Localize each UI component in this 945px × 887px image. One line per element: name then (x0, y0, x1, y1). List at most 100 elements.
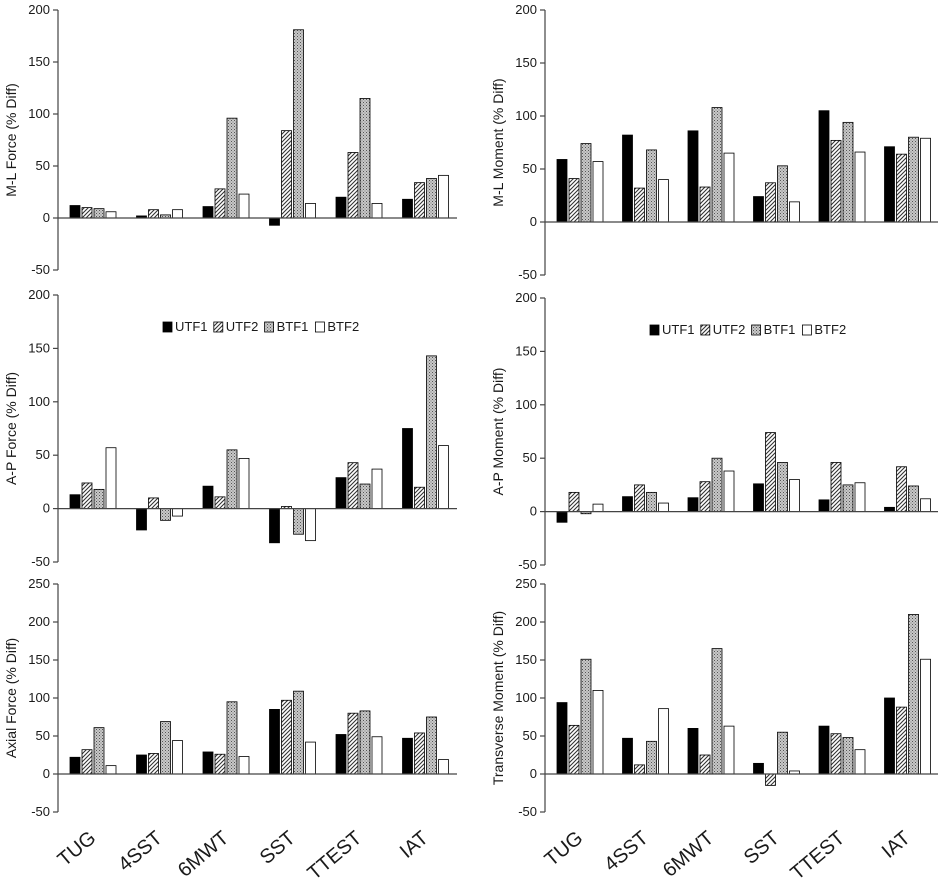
legend-label: BTF2 (327, 319, 359, 334)
y-tick-label: 250 (515, 576, 537, 591)
bar-btf1 (93, 488, 105, 510)
y-tick-label: 0 (530, 766, 537, 781)
y-axis-title: A-P Force (% Diff) (3, 372, 19, 485)
bar-utf1 (335, 477, 347, 509)
bar-utf2 (214, 496, 226, 509)
legend: UTF1 UTF2 BTF1 BTF2 (162, 319, 359, 334)
bar-utf2 (634, 764, 645, 775)
bar-btf1 (580, 658, 592, 775)
bar-btf2 (105, 447, 117, 509)
bar-btf2 (723, 152, 735, 223)
y-tick-label: 250 (28, 576, 50, 591)
bar-utf1 (753, 483, 764, 513)
category-label: TTEST (304, 827, 367, 885)
legend-swatch-btf2 (802, 324, 812, 336)
bar-btf2 (305, 741, 316, 775)
bar-utf2 (214, 188, 226, 219)
chart-panel: -50 0 50 100 150 200 A-P Moment (% Diff) UTF1 UT… (490, 290, 938, 572)
y-tick-label: -50 (518, 557, 537, 572)
bar-btf1 (646, 149, 657, 223)
bar-utf2 (896, 153, 907, 223)
legend: UTF1 UTF2 BTF1 BTF2 (649, 322, 846, 337)
bar-btf2 (172, 508, 183, 517)
legend-label: UTF1 (175, 319, 208, 334)
bar-btf2 (438, 759, 449, 775)
bar-utf1 (69, 205, 81, 219)
bar-btf1 (908, 485, 919, 512)
bar-utf2 (214, 753, 226, 775)
bar-utf1 (556, 511, 568, 523)
y-tick-label: 150 (28, 652, 50, 667)
legend-label: BTF1 (764, 322, 796, 337)
bar-btf1 (426, 355, 437, 510)
bar-utf2 (568, 178, 580, 223)
bar-btf2 (920, 137, 931, 223)
y-tick-label: 150 (515, 343, 537, 358)
bar-utf2 (81, 749, 93, 775)
y-tick-label: 0 (43, 766, 50, 781)
bar-btf1 (777, 165, 788, 223)
bar-utf2 (765, 182, 776, 223)
bar-utf2 (699, 481, 711, 513)
bar-utf2 (414, 182, 425, 219)
bar-utf1 (202, 751, 214, 775)
bar-btf2 (920, 658, 931, 775)
bar-btf1 (777, 731, 788, 775)
bar-utf1 (622, 134, 633, 223)
bar-btf2 (723, 470, 735, 512)
bar-btf2 (854, 482, 866, 513)
category-label: TUG (541, 827, 587, 871)
bar-btf2 (854, 151, 866, 223)
bar-utf2 (765, 432, 776, 512)
bar-utf2 (148, 753, 159, 775)
bar-btf1 (711, 457, 723, 513)
bar-utf1 (136, 754, 147, 775)
bar-btf1 (842, 737, 854, 775)
bar-utf1 (687, 728, 699, 775)
bar-utf2 (699, 186, 711, 223)
bar-btf2 (789, 479, 800, 512)
legend-swatch-utf2 (700, 324, 711, 336)
y-tick-label: 200 (515, 290, 537, 305)
bar-utf2 (634, 187, 645, 223)
y-tick-label: 100 (515, 397, 537, 412)
legend-swatch-btf1 (751, 324, 761, 336)
bar-btf1 (908, 614, 919, 775)
legend-label: UTF1 (662, 322, 695, 337)
bar-btf2 (371, 203, 383, 219)
y-tick-label: 150 (28, 340, 50, 355)
y-tick-label: 50 (523, 450, 537, 465)
y-tick-label: 200 (515, 614, 537, 629)
y-tick-label: 100 (515, 108, 537, 123)
bar-btf2 (371, 736, 383, 775)
category-label: IAT (396, 827, 433, 863)
y-tick-label: 200 (28, 2, 50, 17)
bar-btf2 (658, 502, 669, 512)
y-tick-label: 0 (530, 504, 537, 519)
chart-panel: -50 0 50 100 150 200 250 Transverse Moment (% D… (490, 576, 938, 885)
bar-btf1 (93, 208, 105, 219)
y-axis-title: A-P Moment (% Diff) (490, 368, 506, 496)
bar-btf2 (172, 209, 183, 219)
legend-swatch-utf2 (213, 321, 224, 333)
y-tick-label: 200 (28, 614, 50, 629)
y-tick-label: 150 (515, 652, 537, 667)
bar-btf1 (426, 716, 437, 775)
bar-btf2 (723, 725, 735, 775)
y-axis-title: Axial Force (% Diff) (3, 638, 19, 758)
bar-utf2 (148, 497, 159, 510)
bar-btf2 (105, 765, 117, 775)
bar-utf1 (402, 737, 413, 775)
bar-utf1 (884, 506, 895, 513)
category-label: 4SST (114, 827, 166, 876)
legend-swatch-utf1 (162, 321, 173, 333)
bar-utf2 (148, 209, 159, 219)
y-tick-label: -50 (518, 804, 537, 819)
y-tick-label: -50 (31, 804, 50, 819)
bar-btf1 (226, 117, 238, 219)
bar-utf2 (281, 699, 292, 775)
y-tick-label: -50 (31, 554, 50, 569)
bar-utf2 (765, 773, 776, 786)
bar-utf1 (335, 196, 347, 219)
bar-btf2 (105, 211, 117, 219)
